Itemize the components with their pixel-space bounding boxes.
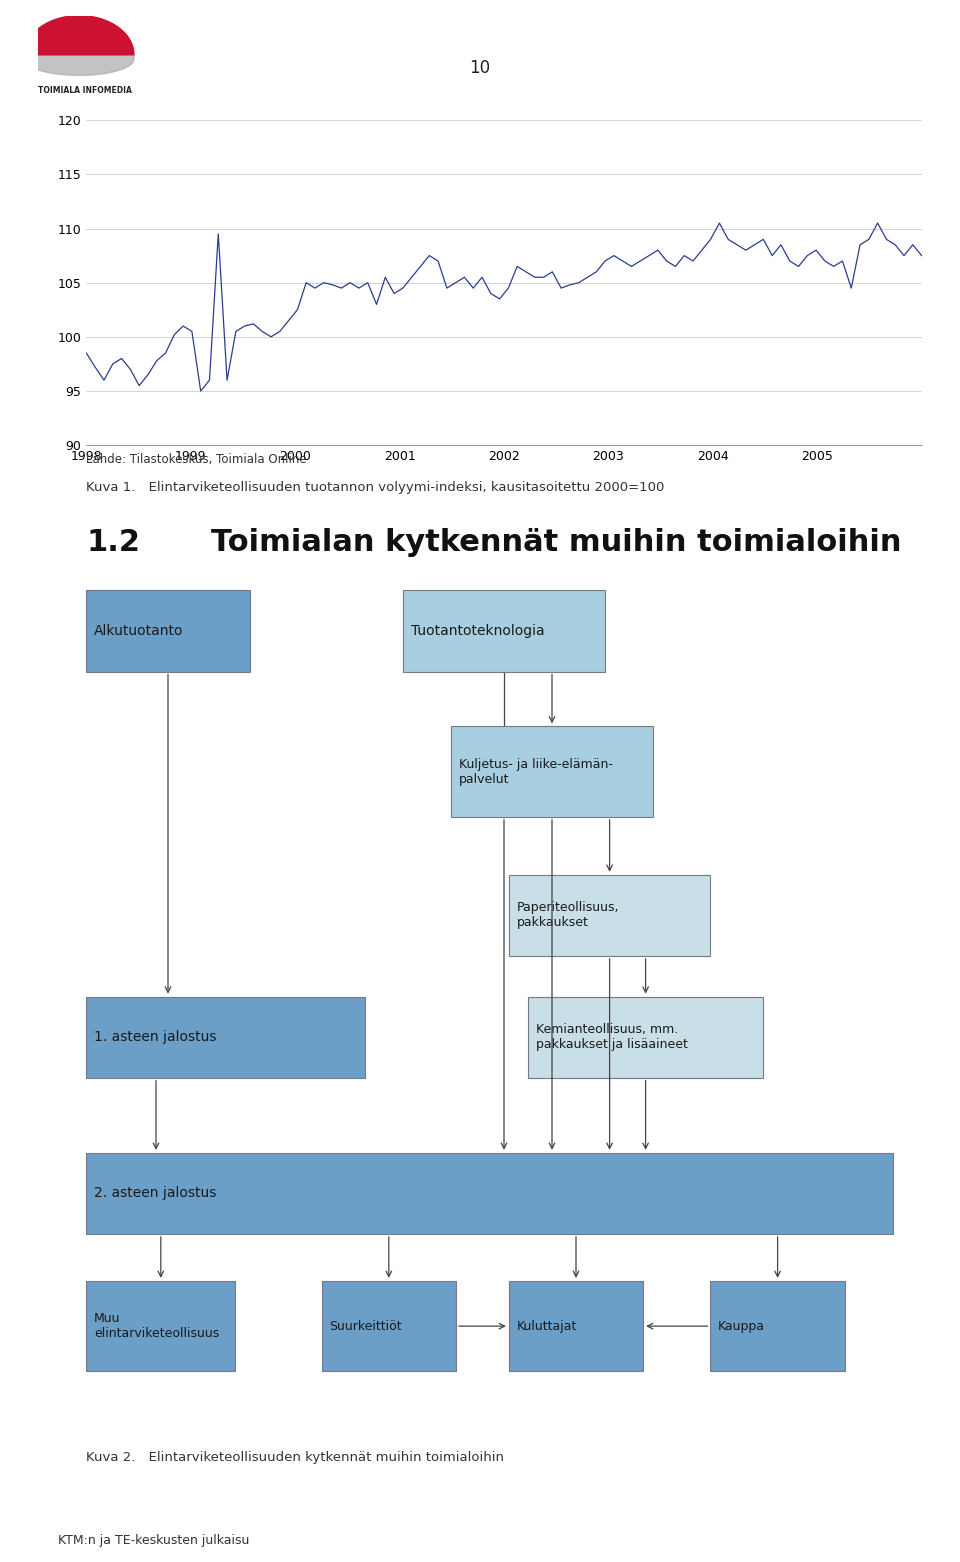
Text: 1.2: 1.2 (86, 528, 140, 558)
Text: Paperiteollisuus,
pakkaukset: Paperiteollisuus, pakkaukset (516, 901, 619, 929)
Text: 2. asteen jalostus: 2. asteen jalostus (94, 1187, 216, 1200)
Text: Kauppa: Kauppa (718, 1320, 765, 1332)
FancyBboxPatch shape (322, 1281, 456, 1371)
Text: Lähde: Tilastokeskus, Toimiala Online: Lähde: Tilastokeskus, Toimiala Online (86, 453, 307, 465)
Text: Kemianteollisuus, mm.
pakkaukset ja lisäaineet: Kemianteollisuus, mm. pakkaukset ja lisä… (536, 1023, 687, 1051)
FancyBboxPatch shape (403, 590, 605, 672)
Text: 10: 10 (469, 59, 491, 78)
FancyBboxPatch shape (509, 1281, 643, 1371)
FancyBboxPatch shape (86, 590, 250, 672)
FancyBboxPatch shape (528, 997, 763, 1078)
Text: Muu
elintarviketeollisuus: Muu elintarviketeollisuus (94, 1312, 219, 1340)
Text: 1. asteen jalostus: 1. asteen jalostus (94, 1031, 217, 1043)
Text: Kuljetus- ja liike-elämän-
palvelut: Kuljetus- ja liike-elämän- palvelut (459, 758, 612, 786)
FancyBboxPatch shape (710, 1281, 845, 1371)
Text: TOIMIALA INFOMEDIA: TOIMIALA INFOMEDIA (38, 86, 132, 95)
FancyBboxPatch shape (86, 1281, 235, 1371)
FancyBboxPatch shape (451, 726, 653, 817)
FancyBboxPatch shape (509, 875, 710, 956)
Text: Alkutuotanto: Alkutuotanto (94, 625, 183, 637)
FancyBboxPatch shape (86, 997, 365, 1078)
Text: Tuotantoteknologia: Tuotantoteknologia (411, 625, 544, 637)
Text: KTM:n ja TE-keskusten julkaisu: KTM:n ja TE-keskusten julkaisu (58, 1534, 249, 1546)
FancyBboxPatch shape (86, 1153, 893, 1234)
Text: Kuva 1. Elintarviketeollisuuden tuotannon volyymi-indeksi, kausitasoitettu 2000=: Kuva 1. Elintarviketeollisuuden tuotanno… (86, 481, 664, 494)
Text: Toimialan kytkennät muihin toimialoihin: Toimialan kytkennät muihin toimialoihin (211, 528, 901, 558)
Text: Suurkeittiöt: Suurkeittiöt (329, 1320, 402, 1332)
Text: Kuluttajat: Kuluttajat (516, 1320, 577, 1332)
Text: Kuva 2. Elintarviketeollisuuden kytkennät muihin toimialoihin: Kuva 2. Elintarviketeollisuuden kytkennä… (86, 1451, 504, 1464)
